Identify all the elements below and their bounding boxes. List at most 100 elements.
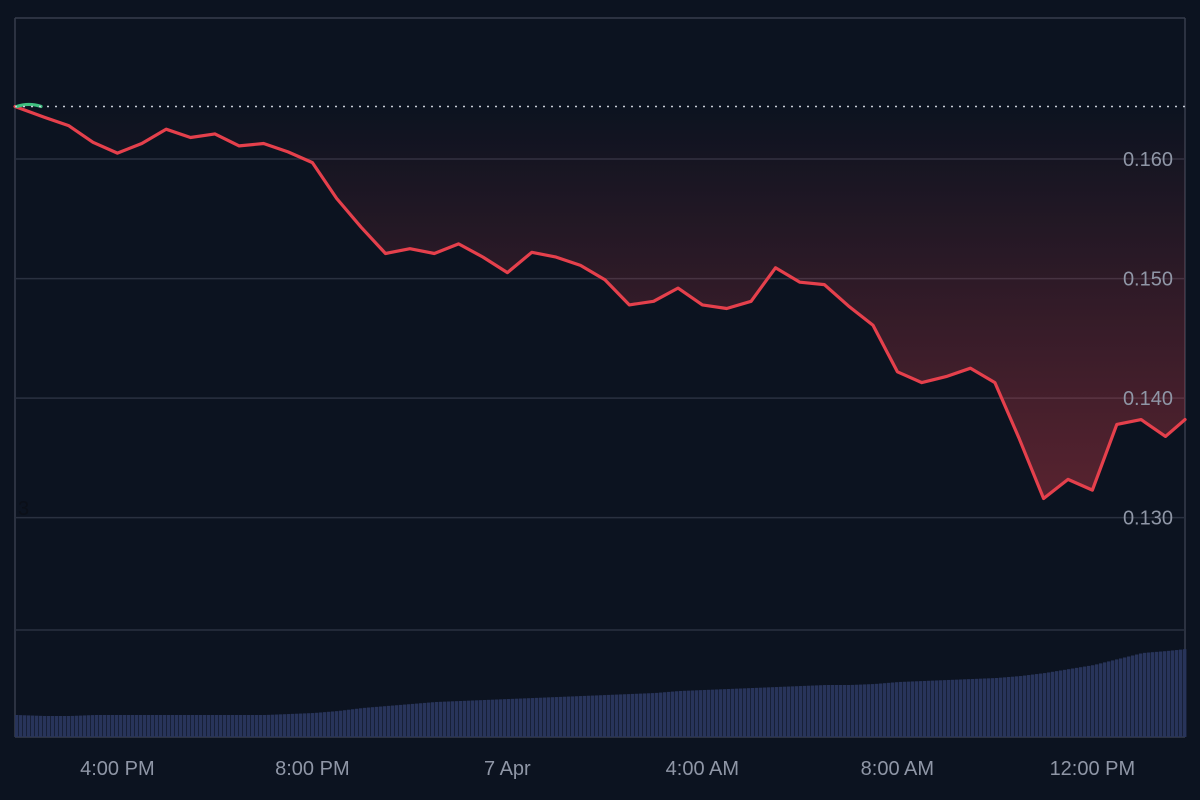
volume-bar [667,691,671,737]
volume-bar [563,696,567,737]
volume-bar [159,715,163,737]
volume-bar [227,715,231,737]
volume-bar [1167,650,1171,737]
volume-bar [375,706,379,737]
volume-bar [459,700,463,737]
volume-bar [311,713,315,737]
volume-bar [787,686,791,737]
volume-bar [571,696,575,737]
volume-bar [559,696,563,737]
volume-bar [1027,675,1031,737]
volume-bar [603,695,607,737]
volume-bar [211,715,215,737]
volume-bar [387,705,391,737]
volume-bar [155,715,159,737]
volume-bar [611,694,615,737]
volume-bar [399,704,403,737]
volume-bar [175,715,179,737]
volume-bar [31,715,35,737]
volume-bar [691,690,695,737]
volume-bar [87,715,91,737]
volume-bar [283,714,287,737]
volume-bar [635,693,639,737]
volume-bar [251,715,255,737]
volume-bar [415,703,419,737]
volume-bar [1023,675,1027,737]
volume-bar [1003,677,1007,737]
volume-bar [143,715,147,737]
volume-bar [751,688,755,737]
volume-bar [627,694,631,737]
volume-bar [327,711,331,737]
volume-bar [819,685,823,737]
volume-bar [779,686,783,737]
volume-bar [1039,673,1043,737]
volume-bar [115,715,119,737]
volume-bar [1043,673,1047,737]
volume-bar [795,686,799,737]
volume-bar [1087,665,1091,737]
volume-bar [583,695,587,737]
volume-bar [659,692,663,737]
volume-bar [895,682,899,737]
price-area [15,106,1185,499]
volume-bar [431,702,435,737]
volume-bar [303,713,307,737]
volume-bar [135,715,139,737]
volume-bar [891,682,895,737]
volume-bar [79,715,83,737]
volume-bar [491,699,495,737]
volume-bar [1051,671,1055,737]
volume-bar [851,684,855,737]
volume-bar [15,715,19,737]
volume-bar [447,701,451,737]
volume-bar [467,700,471,737]
volume-bar [871,684,875,737]
volume-bar [747,688,751,737]
volume-bar [987,678,991,737]
volume-bar [931,680,935,737]
volume-bar [391,705,395,737]
volume-bar [679,690,683,737]
volume-bar [971,678,975,737]
volume-bar [199,715,203,737]
volume-bar [371,707,375,737]
volume-bar [731,688,735,737]
volume-bar [1139,653,1143,737]
volume-bar [443,701,447,737]
volume-bar [675,691,679,737]
volume-bar [195,715,199,737]
volume-bar [239,715,243,737]
volume-bar [279,714,283,737]
volume-bar [1103,662,1107,737]
volume-bar [791,686,795,737]
volume-bar [219,715,223,737]
volume-bar [815,685,819,737]
volume-bar [259,715,263,737]
volume-bar [935,680,939,737]
volume-bar [907,681,911,737]
volume-bar [75,715,79,737]
volume-bar [619,694,623,737]
volume-bar [835,685,839,737]
volume-bar [827,685,831,737]
volume-bar [367,707,371,737]
x-tick-label: 12:00 PM [1050,758,1136,780]
volume-bar [919,681,923,737]
volume-bar [1091,665,1095,737]
volume-bar [1079,667,1083,737]
volume-bar [539,697,543,737]
volume-bar [943,680,947,737]
volume-bar [951,679,955,737]
volume-bar [215,715,219,737]
volume-bar [223,715,227,737]
volume-bar [1135,654,1139,737]
y-tick-label: 0.150 [1123,269,1173,291]
volume-bar [623,694,627,737]
volume-bar [695,690,699,737]
volume-bar [131,715,135,737]
volume-bar [1111,660,1115,737]
volume-bar [1059,670,1063,737]
